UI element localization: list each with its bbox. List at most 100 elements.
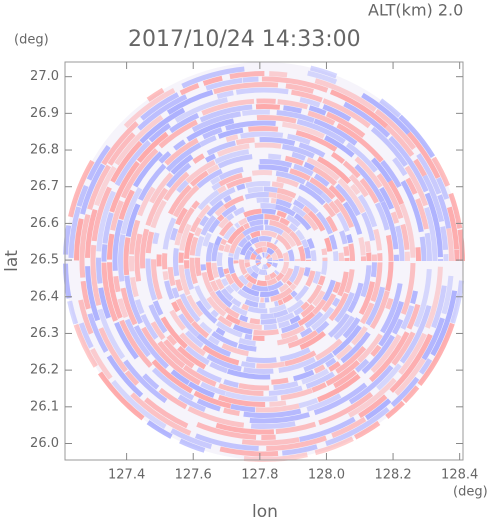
- echo-cell: [221, 343, 249, 357]
- echo-cell: [354, 156, 383, 189]
- echo-cell: [305, 270, 316, 287]
- echo-cell: [385, 400, 405, 419]
- echo-cell: [220, 288, 234, 302]
- echo-cell: [118, 189, 135, 221]
- echo-cell: [97, 371, 145, 421]
- echo-cell: [87, 313, 109, 353]
- echo-cell: [324, 135, 355, 158]
- echo-cell: [216, 320, 243, 338]
- echo-cell: [228, 257, 236, 275]
- echo-cell: [398, 332, 427, 375]
- echo-cell: [120, 187, 143, 235]
- y-tick-label: 26.3: [30, 326, 59, 341]
- echo-cell: [271, 181, 284, 189]
- echo-cell: [202, 75, 223, 86]
- echo-cell: [271, 262, 278, 268]
- echo-cell: [299, 327, 313, 338]
- echo-cell: [380, 200, 399, 250]
- echo-cell: [275, 198, 292, 209]
- echo-cell: [223, 407, 240, 417]
- echo-cell: [184, 268, 195, 291]
- echo-cell: [90, 348, 113, 380]
- echo-cell: [174, 232, 183, 246]
- echo-cell: [384, 124, 415, 157]
- echo-cell: [250, 252, 257, 261]
- echo-cell: [218, 244, 225, 252]
- echo-cell: [313, 118, 358, 146]
- echo-cell: [325, 359, 360, 387]
- echo-cell: [196, 422, 257, 440]
- echo-cell: [236, 183, 246, 191]
- echo-cell: [280, 261, 289, 275]
- echo-cell: [399, 203, 416, 258]
- echo-cell: [67, 300, 79, 325]
- echo-cell: [389, 333, 433, 393]
- echo-cell: [252, 335, 265, 341]
- echo-cell: [264, 225, 284, 236]
- echo-cell: [267, 261, 273, 265]
- echo-cell: [221, 277, 229, 287]
- y-tick-label: 26.1: [30, 399, 59, 414]
- echo-cell: [151, 367, 195, 401]
- echo-cell: [244, 299, 259, 308]
- echo-cell: [166, 89, 214, 115]
- echo-cell: [237, 288, 260, 303]
- echo-cell: [339, 230, 348, 245]
- echo-cell: [276, 312, 295, 324]
- echo-cell: [263, 186, 278, 193]
- echo-cell: [164, 137, 199, 166]
- echo-cell: [244, 192, 270, 200]
- echo-cell: [260, 203, 276, 210]
- echo-cell: [311, 298, 327, 315]
- echo-cell: [258, 269, 266, 275]
- echo-cell: [106, 354, 144, 398]
- echo-cell: [134, 233, 143, 282]
- echo-cell: [125, 203, 141, 238]
- echo-cell: [333, 315, 355, 341]
- echo-cell: [243, 408, 302, 418]
- echo-cell: [269, 219, 293, 235]
- echo-cell: [280, 325, 306, 339]
- echo-cell: [340, 331, 371, 364]
- echo-cell: [390, 211, 400, 224]
- echo-cell: [201, 98, 255, 116]
- echo-cell: [223, 225, 237, 241]
- echo-cell: [336, 211, 350, 233]
- echo-cell: [78, 299, 94, 335]
- echo-cell: [101, 121, 139, 166]
- echo-cell: [364, 240, 372, 253]
- echo-cell: [293, 163, 314, 177]
- echo-cell: [237, 237, 249, 248]
- echo-cell: [418, 358, 433, 375]
- echo-cell: [347, 300, 358, 314]
- echo-cell: [195, 257, 202, 277]
- plot-frame: [64, 61, 464, 461]
- echo-cell: [273, 309, 289, 319]
- echo-cell: [337, 271, 349, 297]
- echo-cell: [209, 361, 228, 374]
- echo-cell: [273, 239, 279, 245]
- echo-cell: [398, 114, 436, 159]
- echo-cell: [146, 420, 173, 439]
- echo-cell: [276, 176, 300, 188]
- echo-cell: [307, 210, 326, 232]
- echo-cell: [263, 263, 269, 270]
- echo-cell: [385, 234, 394, 262]
- echo-cell: [365, 286, 386, 326]
- echo-cell: [259, 137, 296, 146]
- echo-cell: [119, 319, 153, 368]
- echo-cell: [172, 184, 200, 218]
- echo-cell: [282, 294, 294, 304]
- echo-cell: [158, 387, 188, 410]
- echo-cell: [114, 114, 164, 166]
- echo-cell: [230, 282, 240, 293]
- echo-cell: [113, 275, 121, 293]
- echo-cell: [266, 241, 279, 252]
- echo-cell: [400, 223, 410, 250]
- x-tick-label: 128.2: [374, 468, 411, 483]
- echo-cell: [114, 139, 151, 187]
- echo-cell: [370, 262, 383, 303]
- echo-cell: [313, 173, 330, 187]
- echo-cell: [118, 234, 126, 282]
- echo-cell: [292, 199, 305, 210]
